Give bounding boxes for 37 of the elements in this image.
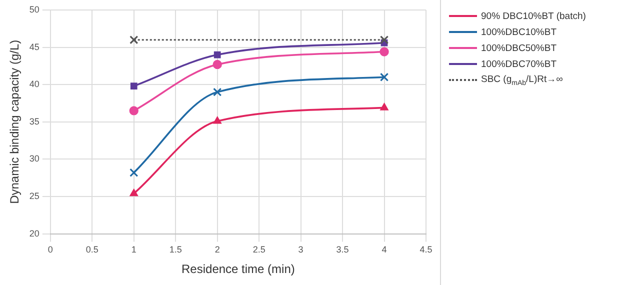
- legend-label: SBC (g$_{mAb}$/L)Rt→∞: [481, 74, 563, 86]
- point: [130, 168, 138, 177]
- point: [130, 82, 138, 90]
- point: [380, 103, 388, 110]
- point: [130, 188, 138, 196]
- y-tick-label: 20: [29, 228, 40, 238]
- legend-label: 90% DBC10%BT (batch): [481, 10, 586, 22]
- x-tick-label: 4: [382, 244, 387, 255]
- x-tick-label: 0: [48, 244, 53, 255]
- y-tick-label: 40: [29, 79, 40, 90]
- point: [213, 88, 222, 96]
- point: [130, 36, 138, 44]
- point: [129, 106, 138, 116]
- legend-label: 100%DBC10%BT: [481, 26, 557, 38]
- point: [214, 51, 221, 58]
- point: [380, 47, 389, 56]
- x-tick-label: 3.5: [336, 244, 349, 255]
- x-axis-title: Residence time (min): [182, 262, 295, 276]
- point: [212, 60, 222, 70]
- x-tick-label: 3: [298, 244, 304, 255]
- x-tick-label: 4.5: [420, 244, 432, 255]
- point: [213, 116, 222, 124]
- point: [380, 36, 389, 44]
- legend-label: 100%DBC70%BT: [481, 58, 557, 70]
- y-tick-label: 25: [29, 190, 40, 201]
- x-tick-label: 2: [214, 244, 220, 255]
- y-tick-label: 30: [29, 154, 40, 164]
- y-tick-label: 50: [29, 4, 40, 14]
- legend-label: 100%DBC50%BT: [481, 42, 557, 54]
- point: [380, 72, 389, 82]
- x-tick-label: 2.5: [252, 244, 266, 255]
- y-tick-label: 45: [29, 42, 40, 52]
- x-tick-label: 1: [131, 244, 136, 255]
- x-tick-label: 1.5: [169, 244, 182, 255]
- y-axis-title: Dynamic binding capacity (g/L): [8, 40, 22, 204]
- x-tick-label: 0.5: [86, 244, 98, 255]
- y-tick-label: 35: [29, 116, 40, 126]
